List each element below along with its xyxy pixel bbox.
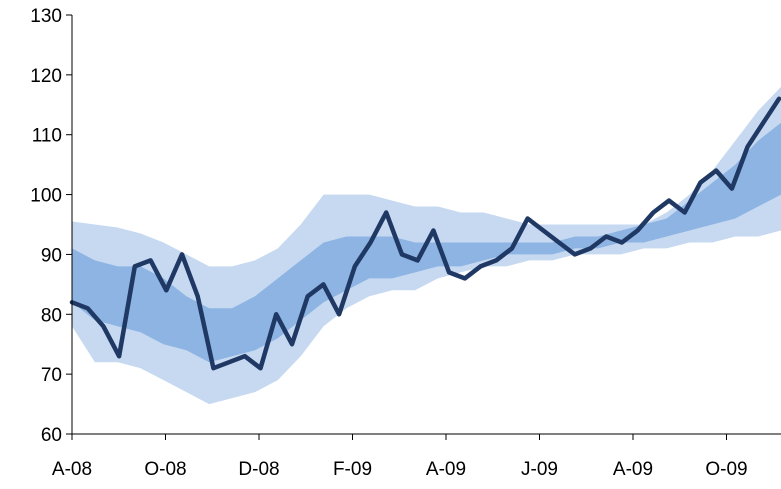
x-tick-label: O-08: [144, 459, 186, 480]
x-tick-label: F-09: [333, 459, 372, 480]
x-ticks: A-08 O-08 D-08 F-09 A-09 J-09 A-09 O-09: [52, 434, 748, 480]
y-tick-label: 130: [30, 6, 62, 27]
x-tick-label: O-09: [705, 459, 747, 480]
band-1: [72, 122, 781, 363]
y-ticks: 60 70 80 90 100 110 120 130: [30, 6, 72, 446]
x-tick-label: A-08: [52, 459, 92, 480]
x-tick-label: A-09: [613, 459, 653, 480]
y-tick-label: 60: [41, 425, 62, 446]
series-lines: [69, 96, 781, 371]
axes: [71, 15, 781, 435]
series-line-0: [69, 96, 781, 371]
x-tick-label: A-09: [426, 459, 466, 480]
y-tick-label: 110: [32, 126, 62, 147]
y-tick-label: 90: [41, 245, 62, 266]
y-tick-label: 80: [41, 305, 62, 326]
y-tick-label: 100: [30, 186, 62, 207]
y-tick-label: 70: [41, 365, 62, 386]
y-tick-label: 120: [30, 66, 62, 87]
x-tick-label: D-08: [238, 459, 279, 480]
x-tick-label: J-09: [521, 459, 558, 480]
